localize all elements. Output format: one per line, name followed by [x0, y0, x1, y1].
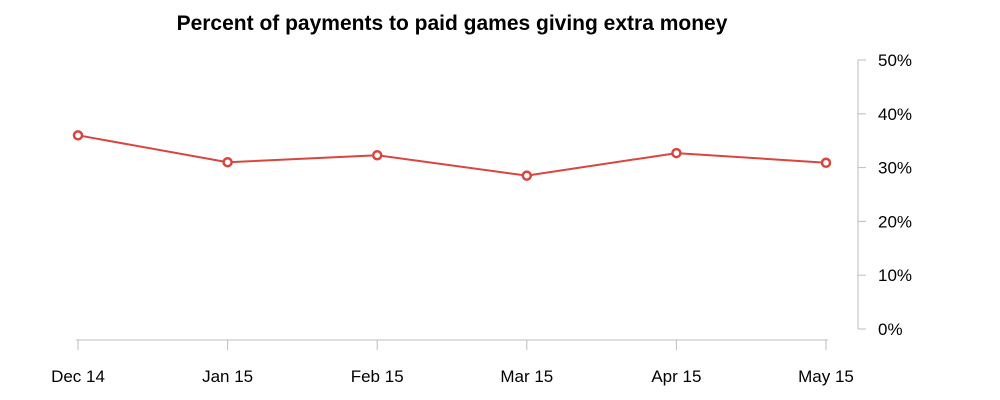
y-tick-label: 50%: [878, 51, 912, 70]
y-tick-label: 30%: [878, 159, 912, 178]
series-line: [77, 134, 827, 177]
y-tick-label: 20%: [878, 212, 912, 231]
data-point: [671, 147, 682, 159]
x-tick-label: Apr 15: [651, 367, 701, 386]
y-tick-label: 40%: [878, 105, 912, 124]
x-tick-label: Dec 14: [51, 367, 105, 386]
data-point: [222, 156, 233, 168]
x-axis: Dec 14 Jan 15 Feb 15 Mar 15 Apr 15 May 15: [51, 339, 854, 386]
x-tick-label: Mar 15: [500, 367, 553, 386]
y-axis: 0% 10% 20% 30% 40% 50%: [857, 51, 912, 339]
y-tick-label: 10%: [878, 266, 912, 285]
data-point: [820, 157, 832, 169]
data-point: [371, 149, 383, 161]
x-tick-label: Feb 15: [351, 367, 404, 386]
x-tick-label: May 15: [798, 367, 854, 386]
chart-title: Percent of payments to paid games giving…: [176, 12, 728, 35]
data-point: [521, 170, 533, 181]
y-tick-label: 0%: [878, 320, 903, 339]
data-point: [72, 130, 84, 141]
plot-area: [72, 130, 832, 181]
x-tick-label: Jan 15: [202, 367, 253, 386]
